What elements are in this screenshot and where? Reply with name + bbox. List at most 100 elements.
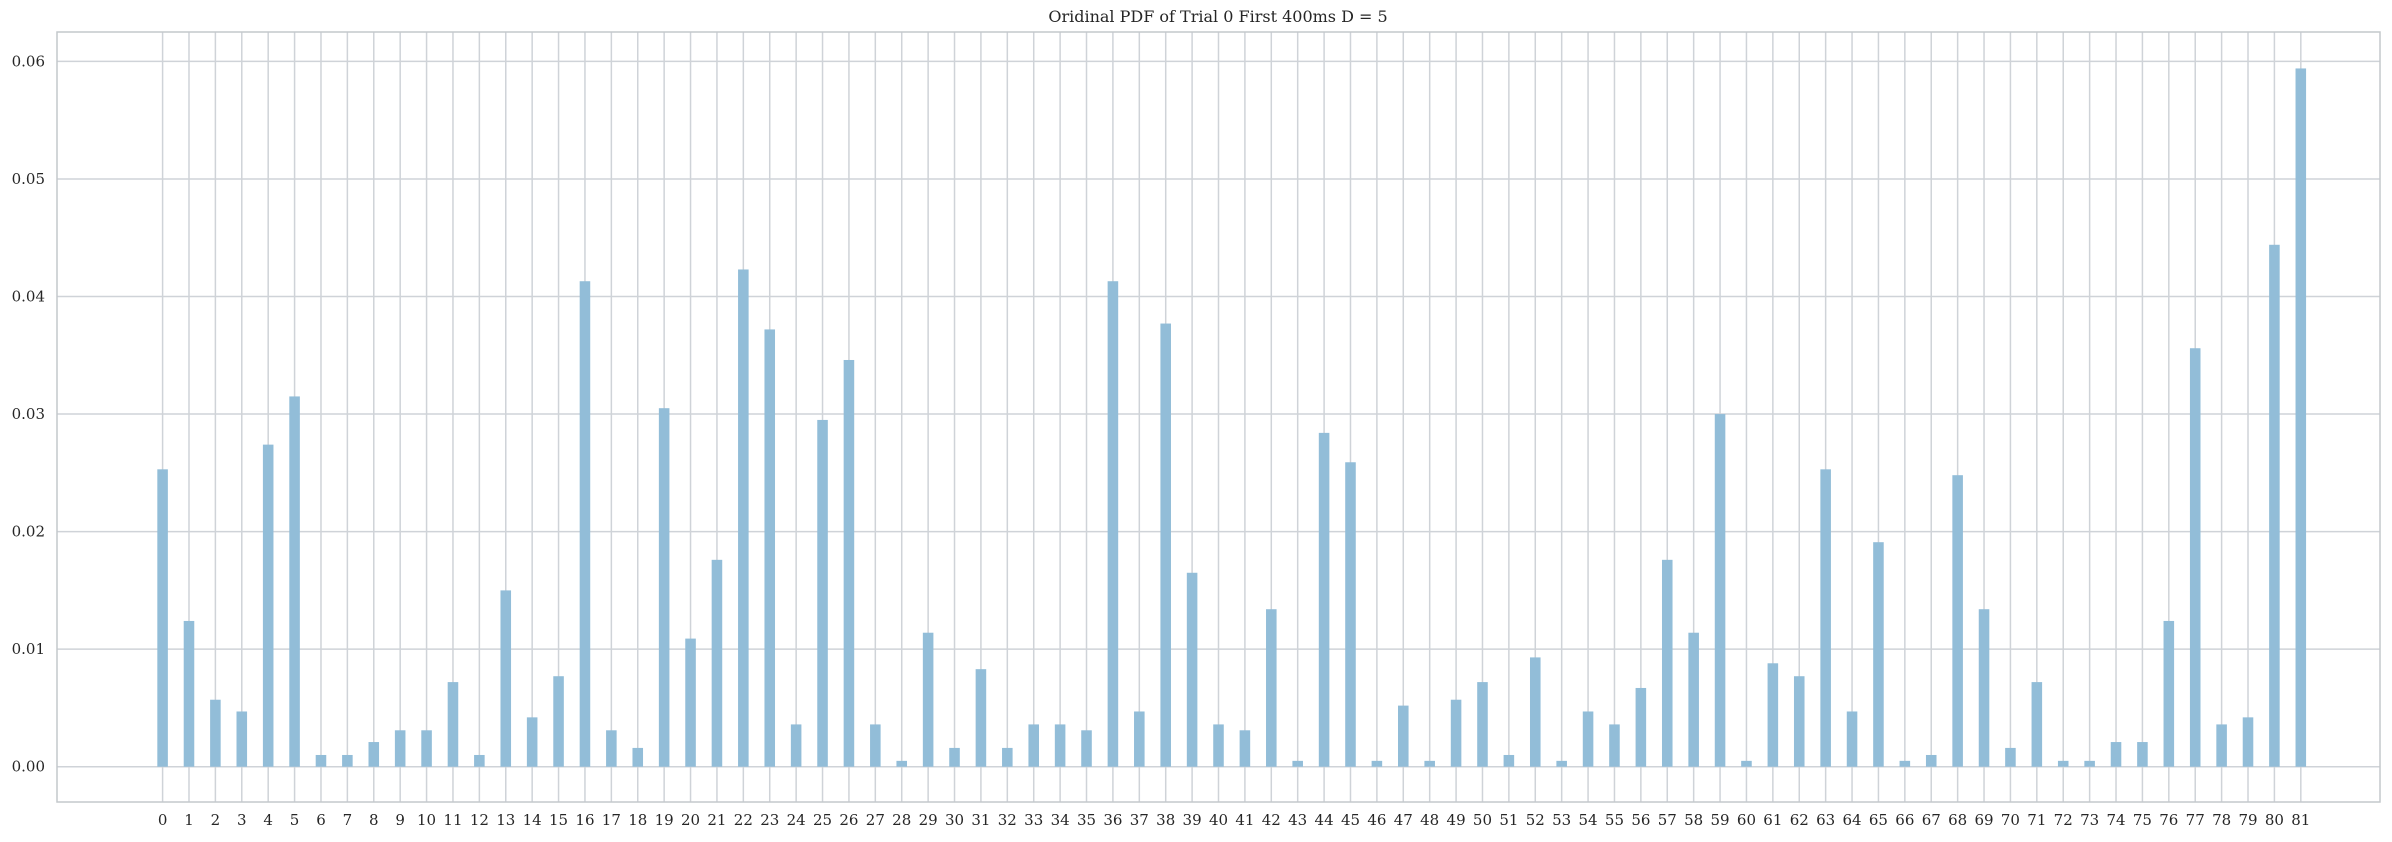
bar [1767,663,1779,767]
bar [1266,609,1277,767]
x-tick-label: 26 [839,811,858,829]
y-axis-ticks: 0.00 0.01 0.02 0.03 0.04 0.05 0.06 [12,52,45,775]
x-tick-label: 78 [2212,811,2231,829]
bar [2295,68,2307,767]
x-tick-label: 1 [184,811,194,829]
bar [262,444,274,767]
x-tick-label: 36 [1103,811,1122,829]
bar [2189,348,2201,767]
bar [949,747,960,767]
x-tick-label: 6 [316,811,326,829]
x-tick-label: 46 [1367,811,1386,829]
x-tick-label: 66 [1895,811,1914,829]
bar [553,676,564,767]
bar [1688,632,1699,767]
x-tick-label: 7 [343,811,353,829]
x-tick-label: 47 [1394,811,1413,829]
x-tick-label: 31 [971,811,990,829]
x-tick-label: 25 [813,811,832,829]
bar [1186,572,1198,767]
x-tick-label: 22 [734,811,753,829]
y-tick-label: 0.02 [12,523,45,541]
bar [474,754,485,767]
bar [658,408,670,767]
x-tick-label: 80 [2265,811,2284,829]
bar [1371,760,1383,767]
chart-title: Oridinal PDF of Trial 0 First 400ms D = … [1048,7,1387,26]
axes-frame [56,31,2381,803]
x-tick-label: 44 [1315,811,1334,829]
x-tick-label: 58 [1684,811,1703,829]
bar [2137,742,2148,767]
x-tick-label: 65 [1869,811,1888,829]
bar [183,620,195,767]
x-tick-label: 41 [1235,811,1254,829]
x-tick-label: 23 [760,811,779,829]
x-tick-label: 63 [1816,811,1835,829]
y-tick-label: 0.00 [12,758,45,776]
bar [1661,559,1673,767]
bar [685,638,696,767]
bar [526,717,538,767]
bar [1978,609,1990,767]
x-tick-label: 34 [1051,811,1070,829]
bar [1477,682,1488,767]
x-tick-label: 2 [211,811,221,829]
bar [1741,760,1752,767]
y-tick-label: 0.03 [12,405,45,423]
bar [632,747,644,767]
bar [1213,724,1224,767]
x-tick-label: 8 [369,811,379,829]
bar [2269,244,2280,767]
x-tick-label: 45 [1341,811,1360,829]
bars [157,68,2307,767]
x-tick-label: 12 [470,811,489,829]
bar [236,711,248,767]
bar [922,632,934,767]
x-tick-label: 50 [1473,811,1492,829]
x-tick-label: 24 [787,811,806,829]
x-tick-label: 56 [1631,811,1650,829]
x-tick-label: 39 [1183,811,1202,829]
bar [1582,711,1594,767]
x-tick-label: 37 [1130,811,1149,829]
x-tick-label: 69 [1974,811,1993,829]
bar [711,559,723,767]
bar [975,669,987,767]
x-tick-label: 32 [998,811,1017,829]
bar [843,359,855,767]
x-tick-label: 52 [1526,811,1545,829]
bar [1609,724,1620,767]
x-tick-label: 40 [1209,811,1228,829]
x-tick-label: 42 [1262,811,1281,829]
y-tick-label: 0.04 [12,288,45,306]
bar [2084,760,2095,767]
bar [579,281,591,767]
x-tick-label: 67 [1922,811,1941,829]
bar [1239,730,1251,767]
y-tick-label: 0.01 [12,640,45,658]
x-tick-label: 74 [2106,811,2125,829]
bar [790,724,802,767]
x-tick-label: 75 [2133,811,2152,829]
bar [342,754,353,767]
bar [1134,711,1145,767]
bar [1160,323,1171,767]
x-tick-label: 3 [237,811,247,829]
x-tick-label: 28 [892,811,911,829]
bar [421,730,432,767]
bar [1793,676,1805,767]
bar [1503,754,1515,767]
x-tick-label: 30 [945,811,964,829]
bar [368,742,380,767]
bar [1054,724,1066,767]
x-tick-label: 9 [395,811,405,829]
x-tick-label: 68 [1948,811,1967,829]
bar [1107,281,1119,767]
x-tick-label: 43 [1288,811,1307,829]
x-tick-label: 4 [263,811,273,829]
x-tick-label: 0 [158,811,168,829]
bar [1345,462,1356,767]
bar [1292,760,1303,767]
